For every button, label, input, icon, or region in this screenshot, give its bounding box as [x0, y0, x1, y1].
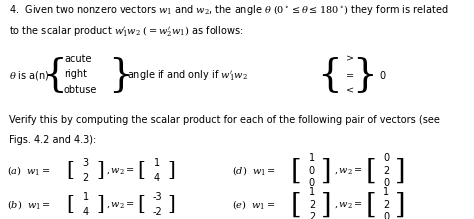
- Text: 1: 1: [383, 187, 389, 197]
- Text: [: [: [365, 157, 376, 184]
- Text: Verify this by computing the scalar product for each of the following pair of ve: Verify this by computing the scalar prod…: [9, 115, 440, 125]
- Text: 3: 3: [83, 158, 89, 168]
- Text: obtuse: obtuse: [64, 85, 97, 95]
- Text: $(e)$  $w_1 =$: $(e)$ $w_1 =$: [232, 198, 276, 211]
- Text: 2: 2: [309, 212, 315, 219]
- Text: 0: 0: [379, 71, 385, 81]
- Text: ]: ]: [167, 195, 175, 214]
- Text: {: {: [317, 57, 342, 94]
- Text: $, w_2 =$: $, w_2 =$: [334, 200, 363, 210]
- Text: right: right: [64, 69, 87, 79]
- Text: ]: ]: [96, 161, 104, 180]
- Text: ]: ]: [395, 157, 406, 184]
- Text: 2: 2: [383, 166, 390, 176]
- Text: $(d)$  $w_1 =$: $(d)$ $w_1 =$: [232, 164, 276, 177]
- Text: to the scalar product $w_1'w_2$ $(= w_2'w_1)$ as follows:: to the scalar product $w_1'w_2$ $(= w_2'…: [9, 24, 244, 39]
- Text: 0: 0: [309, 178, 315, 188]
- Text: {: {: [42, 57, 67, 94]
- Text: Figs. 4.2 and 4.3):: Figs. 4.2 and 4.3):: [9, 135, 97, 145]
- Text: [: [: [66, 195, 74, 214]
- Text: ]: ]: [96, 195, 104, 214]
- Text: ]: ]: [395, 191, 406, 218]
- Text: 1: 1: [83, 192, 89, 202]
- Text: 1: 1: [309, 187, 315, 197]
- Text: 0: 0: [383, 178, 389, 188]
- Text: $=$: $=$: [344, 69, 355, 79]
- Text: [: [: [137, 195, 145, 214]
- Text: $(b)$  $w_1 =$: $(b)$ $w_1 =$: [7, 198, 51, 211]
- Text: acute: acute: [64, 54, 91, 64]
- Text: 2: 2: [309, 200, 315, 210]
- Text: ]: ]: [321, 157, 331, 184]
- Text: [: [: [66, 161, 74, 180]
- Text: 4: 4: [83, 207, 89, 217]
- Text: 4.  Given two nonzero vectors $w_1$ and $w_2$, the angle $\theta$ $(0^\circ \leq: 4. Given two nonzero vectors $w_1$ and $…: [9, 3, 449, 17]
- Text: 1: 1: [309, 153, 315, 163]
- Text: 2: 2: [82, 173, 89, 183]
- Text: 1: 1: [154, 158, 160, 168]
- Text: [: [: [365, 191, 376, 218]
- Text: -2: -2: [152, 207, 162, 217]
- Text: 2: 2: [383, 200, 390, 210]
- Text: }: }: [353, 57, 377, 94]
- Text: angle if and only if $w_1'w_2$: angle if and only if $w_1'w_2$: [127, 68, 248, 83]
- Text: [: [: [291, 191, 301, 218]
- Text: $, w_2 =$: $, w_2 =$: [106, 166, 135, 176]
- Text: [: [: [137, 161, 145, 180]
- Text: 4: 4: [154, 173, 160, 183]
- Text: $, w_2 =$: $, w_2 =$: [334, 166, 363, 176]
- Text: $\theta$ is a(n): $\theta$ is a(n): [9, 69, 50, 82]
- Text: 0: 0: [309, 166, 315, 176]
- Text: $<$: $<$: [344, 85, 355, 95]
- Text: $>$: $>$: [344, 54, 355, 64]
- Text: ]: ]: [167, 161, 175, 180]
- Text: 0: 0: [383, 153, 389, 163]
- Text: }: }: [109, 57, 133, 94]
- Text: -3: -3: [152, 192, 162, 202]
- Text: [: [: [291, 157, 301, 184]
- Text: 0: 0: [383, 212, 389, 219]
- Text: $(a)$  $w_1 =$: $(a)$ $w_1 =$: [7, 164, 51, 177]
- Text: ]: ]: [321, 191, 331, 218]
- Text: $, w_2 =$: $, w_2 =$: [106, 200, 135, 210]
